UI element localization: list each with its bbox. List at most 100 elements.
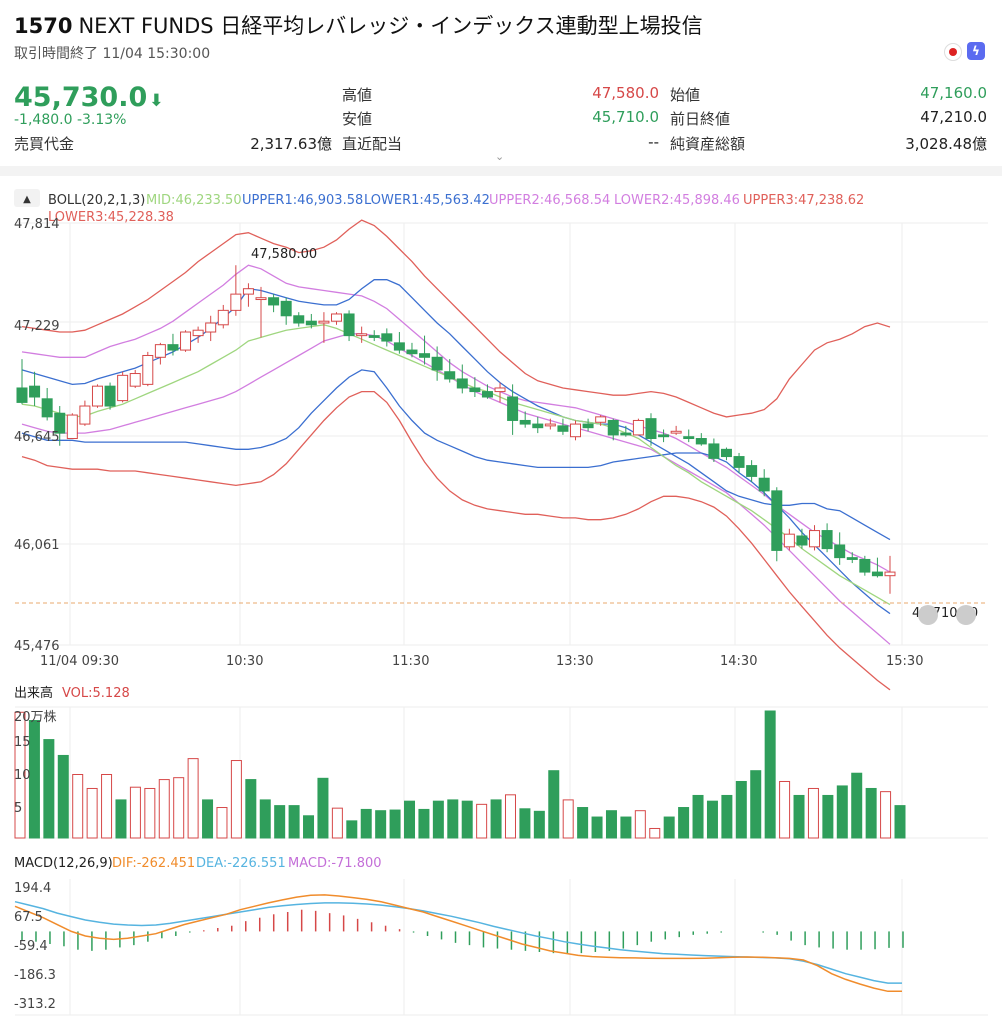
boll-lower1-line [21,369,891,615]
candle-body [519,419,531,425]
volume-bar [865,787,877,839]
low-value: 45,710.0 [592,108,659,126]
candle-body [368,335,380,338]
time-tick-label: 11:30 [392,654,429,669]
volume-bar [389,809,401,839]
volume-bar [28,720,40,839]
open-value: 47,160.0 [920,84,987,102]
volume-bar [216,807,228,839]
candle-body [16,387,28,403]
boll-mid: MID:46,233.50 [146,193,242,208]
candle-body [809,530,821,548]
candle-body [720,448,732,458]
prev-close-label: 前日終値 [670,110,731,128]
volume-bar [115,799,127,839]
volume-bar [14,711,26,839]
macd-tick-label: 67.5 [14,910,43,925]
boll-upper2-line [21,264,891,573]
volume-bar [101,774,113,839]
dividend-label: 直近配当 [342,135,403,153]
volume-bar [57,754,69,839]
volume-legend: VOL:5.128 [62,686,130,701]
price-tick-label: 45,476 [14,639,60,654]
nav-label: 純資産総額 [670,135,746,153]
volume-bar [303,815,315,839]
flash-badge-icon[interactable]: ϟ [967,42,985,60]
volume-bar [649,827,661,839]
volume-bar [836,785,848,839]
collapse-legend-button[interactable] [14,189,40,207]
candle-body [280,300,292,317]
boll-upper1: UPPER1:46,903.58 [242,193,363,208]
volume-bar [476,803,488,839]
candle-body [570,423,582,438]
volume-bar [404,800,416,839]
stock-code: 1570 [14,14,73,38]
volume-bar [432,800,444,839]
candle-body [746,465,758,477]
volume-bar [605,810,617,839]
volume-bar [678,807,690,839]
candle-body [180,331,192,351]
candle-body [268,297,280,306]
candle-body [117,374,129,402]
candle-body [406,349,418,355]
candle-body [154,344,166,358]
volume-bar [504,794,516,839]
volume-title: 出来高 [14,685,53,701]
volume-bar [620,816,632,839]
candle-body [129,373,141,387]
macd-dif-line [14,894,902,993]
candle-body [167,344,179,351]
candle-body [771,490,783,551]
volume-tick-label: 5 [14,801,22,816]
high-marker-label: 47,580.00 [251,247,317,262]
boll-mid-line [21,324,891,606]
candle-body [230,293,242,311]
high-value: 47,580.0 [592,84,659,102]
expand-chevron-icon[interactable]: ⌄ [495,150,505,163]
scroll-left-button[interactable] [918,605,938,625]
candle-body [821,530,833,550]
candle-body [494,387,506,393]
volume-bar [331,807,343,839]
candle-body [758,477,770,492]
price-tick-label: 46,645 [14,430,60,445]
volume-bar [245,779,257,839]
boll-upper2: UPPER2:46,568.54 [489,193,610,208]
volume-tick-label: 20万株 [14,710,57,725]
macd-dif: DIF:-262.451 [112,856,195,871]
candlesticks [16,265,896,594]
macd-histogram [21,909,904,954]
boll-lower3-line [21,390,891,691]
macd-axis-labels: 194.4 67.5 -59.4 -186.3 -313.2 [14,881,56,1012]
nav-value: 3,028.48億 [905,135,987,153]
scroll-right-button[interactable] [956,605,976,625]
volume-bar [461,800,473,839]
volume-bar [779,780,791,839]
candle-body [469,387,481,393]
price-change: -1,480.0 -3.13% [14,112,127,128]
volume-bar [259,799,271,839]
candle-body [507,396,519,421]
candle-body [846,557,858,560]
volume-bar [274,805,286,839]
candle-body [544,423,556,427]
candle-body [557,425,569,432]
candle-body [381,333,393,342]
candle-body [796,535,808,546]
macd-tick-label: -313.2 [14,997,56,1012]
chart-grid [15,222,988,1016]
candle-body [783,533,795,548]
current-price: 45,730.0 ⬇ [14,82,164,113]
volume-bar [360,808,372,839]
candle-body [884,571,896,577]
candle-body [54,412,66,434]
down-arrow-icon: ⬇ [149,91,164,111]
volume-bar [894,805,906,839]
macd-title: MACD(12,26,9) [14,856,113,871]
price-chart[interactable]: ▲ BOLL(20,2,1,3) MID:46,233.50 UPPER1:46… [0,176,1002,1024]
candle-body [330,313,342,322]
candle-body [343,313,355,337]
volume-bar [851,772,863,839]
